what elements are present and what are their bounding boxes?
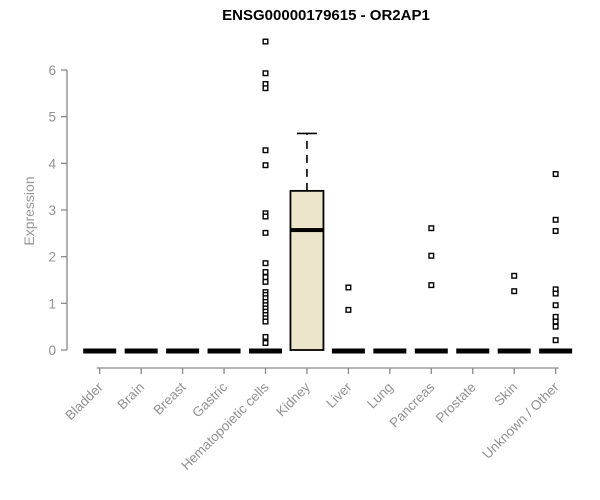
x-label-gastric: Gastric xyxy=(189,379,230,420)
y-tick-label-2: 2 xyxy=(48,250,56,265)
outlier-pancreas xyxy=(428,225,435,232)
outlier-unknown-other xyxy=(552,318,559,325)
outlier-pancreas xyxy=(428,252,435,259)
x-label-prostate: Prostate xyxy=(433,380,479,426)
box-lung xyxy=(373,348,407,354)
outlier-hematopoietic-cells xyxy=(262,70,269,77)
outlier-unknown-other xyxy=(552,302,559,309)
outlier-pancreas xyxy=(428,282,435,289)
outlier-hematopoietic-cells xyxy=(262,147,269,154)
outlier-hematopoietic-cells xyxy=(262,85,269,92)
box-hematopoietic-cells xyxy=(249,348,282,354)
outlier-hematopoietic-cells xyxy=(262,318,269,325)
x-label-breast: Breast xyxy=(151,379,189,417)
x-label-brain: Brain xyxy=(114,380,147,413)
y-tick-label-0: 0 xyxy=(48,343,56,358)
box-skin xyxy=(497,348,531,354)
outlier-hematopoietic-cells xyxy=(262,339,269,346)
y-axis-title: Expression xyxy=(21,176,37,246)
box-prostate xyxy=(456,348,490,354)
box-bladder xyxy=(83,348,117,354)
outlier-liver xyxy=(345,284,352,291)
outlier-skin xyxy=(511,272,518,279)
x-label-lung: Lung xyxy=(364,380,396,412)
y-tick-label-6: 6 xyxy=(48,63,56,78)
x-label-liver: Liver xyxy=(323,379,355,411)
box-liver xyxy=(331,348,365,354)
outlier-hematopoietic-cells xyxy=(262,269,269,276)
box-gastric xyxy=(207,348,241,354)
x-label-pancreas: Pancreas xyxy=(386,379,437,430)
box-breast xyxy=(166,348,200,354)
y-tick-label-3: 3 xyxy=(48,203,56,218)
y-tick-label-4: 4 xyxy=(48,156,56,171)
outlier-hematopoietic-cells xyxy=(262,162,269,169)
y-tick-label-5: 5 xyxy=(48,110,56,125)
x-label-skin: Skin xyxy=(491,380,520,409)
outlier-skin xyxy=(511,288,518,295)
outlier-unknown-other xyxy=(552,171,559,178)
x-label-kidney: Kidney xyxy=(273,379,313,419)
box-unknown-other xyxy=(539,348,573,354)
x-label-unknown-other: Unknown / Other xyxy=(480,379,563,462)
outlier-hematopoietic-cells xyxy=(262,38,269,45)
box-kidney xyxy=(289,189,325,351)
outlier-hematopoietic-cells xyxy=(262,278,269,285)
outlier-liver xyxy=(345,306,352,313)
box-pancreas xyxy=(414,348,448,354)
outlier-unknown-other xyxy=(552,313,559,320)
outlier-unknown-other xyxy=(552,337,559,344)
median-kidney xyxy=(290,228,324,233)
y-tick-label-1: 1 xyxy=(48,296,56,311)
outlier-hematopoietic-cells xyxy=(262,213,269,220)
outlier-unknown-other xyxy=(552,290,559,297)
outlier-hematopoietic-cells xyxy=(262,333,269,340)
outlier-hematopoietic-cells xyxy=(262,229,269,236)
outlier-hematopoietic-cells xyxy=(262,260,269,267)
outlier-unknown-other xyxy=(552,323,559,330)
outlier-unknown-other xyxy=(552,227,559,234)
x-label-bladder: Bladder xyxy=(62,379,106,423)
box-brain xyxy=(124,348,158,354)
outlier-hematopoietic-cells xyxy=(262,274,269,281)
outlier-unknown-other xyxy=(552,216,559,223)
chart-title: ENSG00000179615 - OR2AP1 xyxy=(222,7,430,24)
